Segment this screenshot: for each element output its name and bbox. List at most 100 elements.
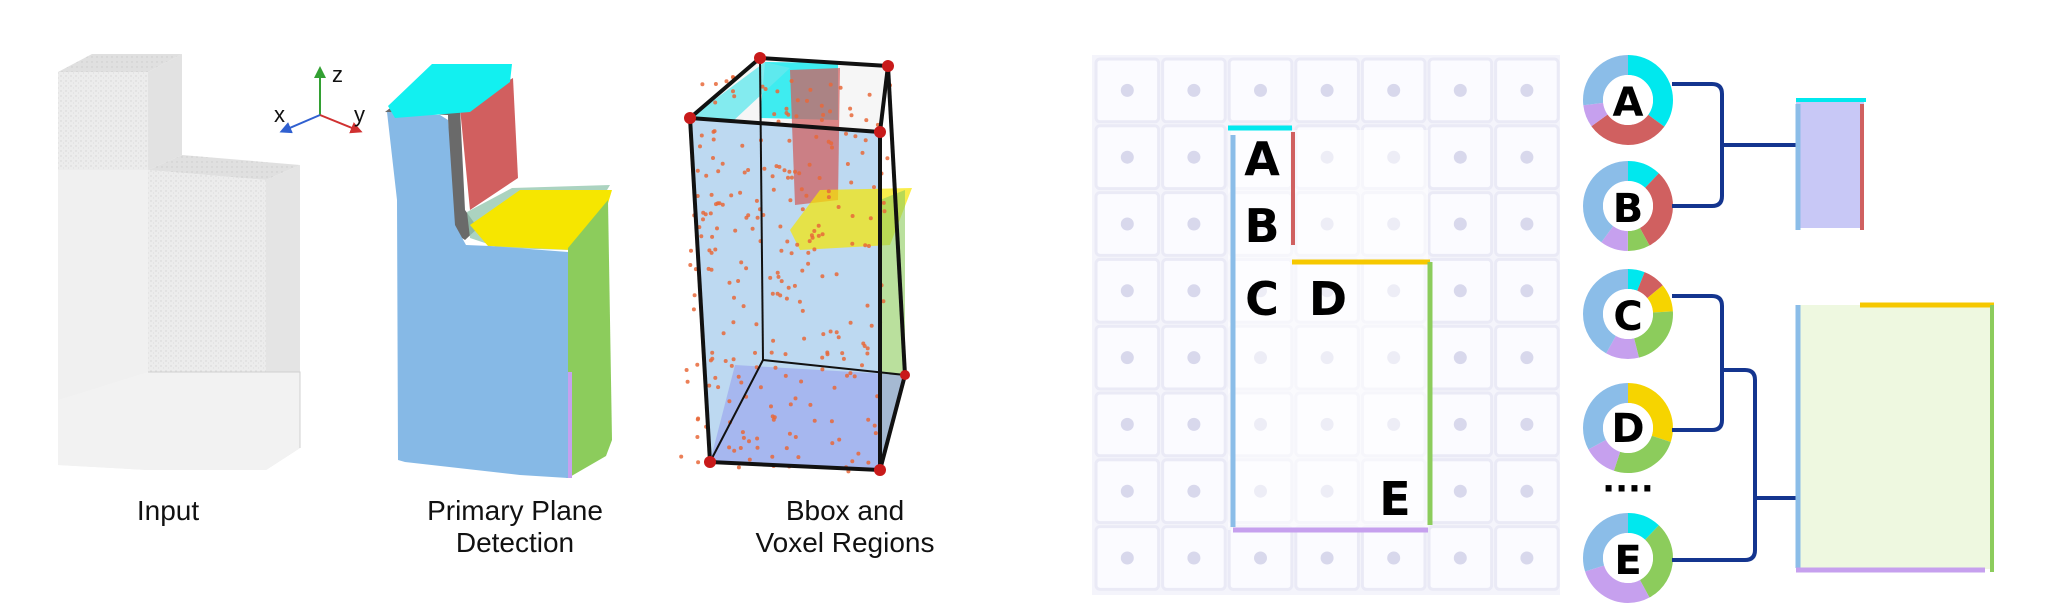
donut-segment [1583,383,1673,473]
voxel-sample-point [699,133,704,138]
voxel-sample-point [775,291,780,296]
region-donuts [1583,55,1673,603]
voxel-sample-point [864,118,869,123]
voxel-sample-point [741,435,746,440]
voxel-sample-point [866,244,871,248]
voxel-sample-point [679,454,684,459]
grid-cell-center [1453,551,1467,565]
grid-cell-center [1120,83,1134,97]
voxel-sample-point [696,460,701,465]
voxel-sample-point [849,113,854,118]
grid-cell-center [1187,217,1201,231]
grid-cell-center [1187,417,1201,431]
voxel-sample-point [819,103,824,108]
voxel-sample-point [727,280,732,285]
voxel-sample-point [755,436,760,441]
voxel-sample-point [776,274,781,279]
voxel-sample-point [863,243,868,248]
voxel-sample-point [830,145,834,150]
voxel-sample-point [710,234,715,239]
voxel-sample-point [701,217,705,222]
voxel-sample-point [729,193,734,198]
grid-cell-center [1120,551,1134,565]
donut-ring [1583,161,1673,251]
grid-cell-center [1120,417,1134,431]
grid-cell-center [1453,217,1467,231]
voxel-sample-point [698,144,702,149]
voxel-sample-point [700,82,705,87]
voxel-sample-point [685,379,690,384]
voxel-sample-point [771,187,776,192]
voxel-sample-point [800,207,805,212]
voxel-sample-point [755,215,760,220]
voxel-sample-point [739,260,744,265]
voxel-sample-point [736,374,741,379]
grid-cell-center [1520,217,1534,231]
plane-caption-line1: Primary Plane [427,495,603,526]
voxel-sample-point [816,223,821,228]
voxel-sample-point [834,272,839,277]
voxel-sample-point [799,379,804,384]
voxel-sample-point [804,193,809,198]
grid-cell-center [1120,484,1134,498]
grid-cell-center [1387,551,1401,565]
voxel-sample-point [819,118,824,122]
voxel-sample-point [733,228,738,233]
voxel-sample-point [775,89,780,94]
voxel-sample-point [783,373,788,378]
voxel-sample-point [747,439,751,444]
voxel-sample-point [806,250,811,255]
voxel-sample-point [786,285,791,290]
donut-segment [1583,55,1673,145]
voxel-sample-point [772,112,777,117]
voxel-sample-point [806,261,811,266]
voxel-sample-point [729,363,734,368]
plane-caption-line2: Detection [456,527,574,558]
voxel-sample-point [754,198,759,203]
voxel-sample-point [711,156,715,160]
voxel-sample-point [869,323,874,328]
voxel-sample-point [807,162,812,167]
voxel-sample-point [711,137,716,142]
voxel-sample-point [770,174,775,179]
voxel-sample-point [738,446,743,450]
voxel-sample-point [770,454,775,459]
grid-cell-center [1120,284,1134,298]
merged-region-ab [1795,98,1866,230]
voxel-sample-point [789,251,794,256]
voxel-sample-point [706,266,711,271]
voxel-sample-point [721,331,726,336]
voxel-sample-point [853,134,858,139]
voxel-sample-point [802,336,807,341]
voxel-sample-point [741,304,746,309]
voxel-sample-point [709,192,714,197]
voxel-sample-point [860,150,865,155]
voxel-sample-point [866,417,871,422]
voxel-sample-point [768,275,773,280]
voxel-sample-point [784,446,789,451]
donut-ring [1583,513,1673,603]
voxel-sample-point [784,296,789,301]
voxel-sample-point [708,211,713,216]
voxel-sample-point [755,445,760,450]
circle-ellipsis: ···· [1602,469,1654,509]
grid-label-d: D [1309,272,1347,326]
voxel-sample-point [793,435,798,439]
voxel-sample-point [795,98,800,103]
circle-tree: A B C D E ···· [1583,55,1994,603]
voxel-sample-point [770,291,775,296]
voxel-sample-point [808,87,813,92]
voxel-sample-point [724,79,729,84]
voxel-sample-point [744,266,749,271]
voxel-sample-point [882,209,887,214]
voxel-sample-point [865,303,870,308]
voxel-sample-point [808,402,813,407]
voxel-sample-point [732,295,736,300]
voxel-sample-point [848,320,853,325]
voxel-sample-point [867,92,872,97]
grid-cell-center [1254,551,1267,565]
donut-segment [1583,161,1673,251]
voxel-sample-point [758,385,763,390]
voxel-sample-point [717,201,722,206]
